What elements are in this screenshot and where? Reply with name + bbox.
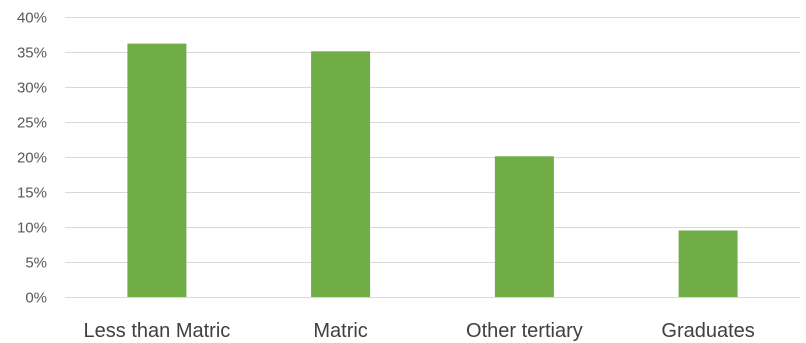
y-tick-label: 15% — [17, 185, 47, 202]
y-axis-tick-labels: 0% 5% 10% 15% 20% 25% 30% 35% 40% — [17, 10, 47, 307]
y-tick-label: 30% — [17, 80, 47, 97]
x-axis-category-labels: Less than Matric Matric Other tertiary Grad… — [84, 320, 755, 342]
bar — [127, 43, 187, 297]
bar — [311, 51, 371, 297]
x-category-label: Graduates — [661, 320, 754, 342]
y-tick-label: 20% — [17, 150, 47, 167]
bar — [494, 156, 554, 297]
bar — [678, 230, 738, 297]
bars — [127, 43, 738, 297]
gridlines — [65, 17, 800, 298]
y-tick-label: 25% — [17, 115, 47, 132]
x-category-label: Less than Matric — [84, 320, 231, 342]
y-tick-label: 35% — [17, 45, 47, 62]
y-tick-label: 5% — [25, 255, 47, 272]
x-category-label: Matric — [313, 320, 367, 342]
y-tick-label: 10% — [17, 220, 47, 237]
y-tick-label: 40% — [17, 10, 47, 27]
y-tick-label: 0% — [25, 290, 47, 307]
x-category-label: Other tertiary — [466, 320, 583, 342]
